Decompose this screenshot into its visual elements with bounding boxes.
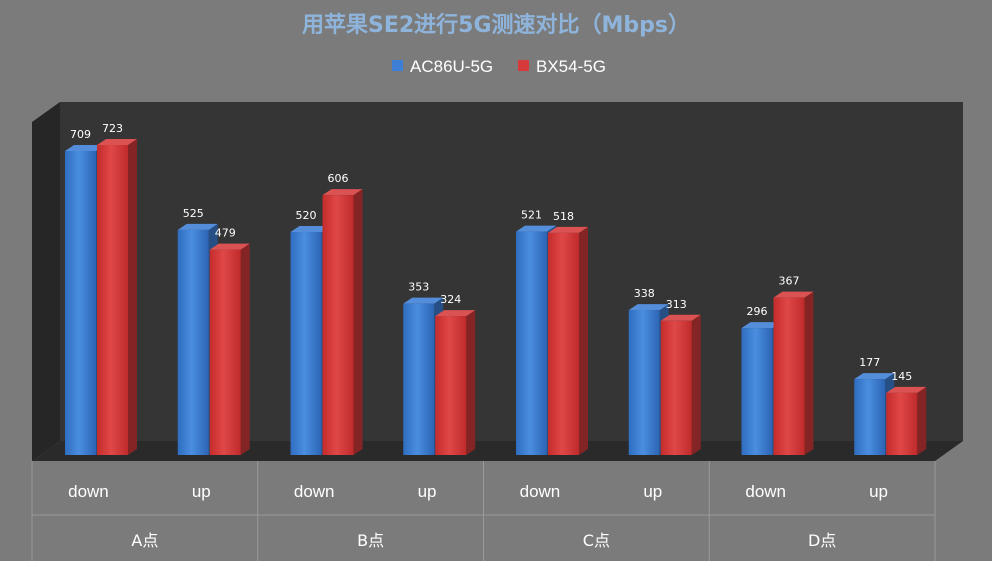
data-label-ac86u-1: 709 — [70, 128, 91, 141]
data-label-ac86u-5: 521 — [521, 209, 542, 222]
tick-label-1: down — [68, 482, 109, 501]
group-label-4: D点 — [808, 531, 836, 550]
data-label-ac86u-3: 520 — [296, 209, 317, 222]
legend: AC86U-5G BX54-5G — [392, 57, 606, 76]
category-axis-table: down up down up down up down up A点 B点 C点 D点 — [31, 461, 936, 561]
data-label-bx54-4: 324 — [440, 293, 461, 306]
bar-bx54-6 — [660, 314, 701, 455]
tick-label-7: down — [745, 482, 786, 501]
bar-bx54-2 — [209, 243, 250, 455]
data-label-ac86u-6: 338 — [634, 287, 655, 300]
legend-label-1: AC86U-5G — [410, 57, 493, 76]
tick-label-4: up — [418, 482, 437, 501]
data-label-bx54-5: 518 — [553, 210, 574, 223]
group-label-1: A点 — [131, 531, 158, 550]
legend-swatch-2 — [518, 60, 529, 71]
chart-title: 用苹果SE2进行5G测速对比（Mbps） — [302, 12, 690, 38]
legend-label-2: BX54-5G — [536, 57, 606, 76]
bars-layer — [65, 138, 927, 455]
data-label-ac86u-2: 525 — [183, 207, 204, 220]
bar-bx54-8 — [886, 386, 927, 455]
bar-bx54-4 — [435, 310, 476, 455]
legend-swatch-1 — [392, 60, 403, 71]
bar-bx54-7 — [773, 291, 814, 455]
data-label-ac86u-4: 353 — [408, 281, 429, 294]
bar-bx54-3 — [322, 189, 363, 455]
data-label-bx54-3: 606 — [328, 172, 349, 185]
group-label-2: B点 — [357, 531, 384, 550]
data-label-bx54-7: 367 — [779, 275, 800, 288]
data-label-ac86u-8: 177 — [859, 356, 880, 369]
group-label-3: C点 — [583, 531, 610, 550]
data-label-bx54-2: 479 — [215, 227, 236, 240]
bar-bx54-5 — [548, 226, 588, 455]
tick-label-6: up — [643, 482, 662, 501]
bar-bx54-1 — [97, 138, 137, 455]
data-label-ac86u-7: 296 — [747, 305, 768, 318]
data-label-bx54-1: 723 — [102, 122, 123, 135]
tick-label-2: up — [192, 482, 211, 501]
plot-floor — [32, 441, 963, 461]
tick-label-5: down — [520, 482, 561, 501]
data-label-bx54-8: 145 — [891, 370, 912, 383]
tick-label-8: up — [869, 482, 888, 501]
plot-back-wall — [60, 102, 963, 441]
data-labels-layer: 709 723 525 479 520 606 353 324 521 518 338 313 296 3… — [70, 122, 912, 383]
plot-side-wall — [32, 102, 60, 461]
data-label-bx54-6: 313 — [666, 298, 687, 311]
tick-label-3: down — [294, 482, 335, 501]
